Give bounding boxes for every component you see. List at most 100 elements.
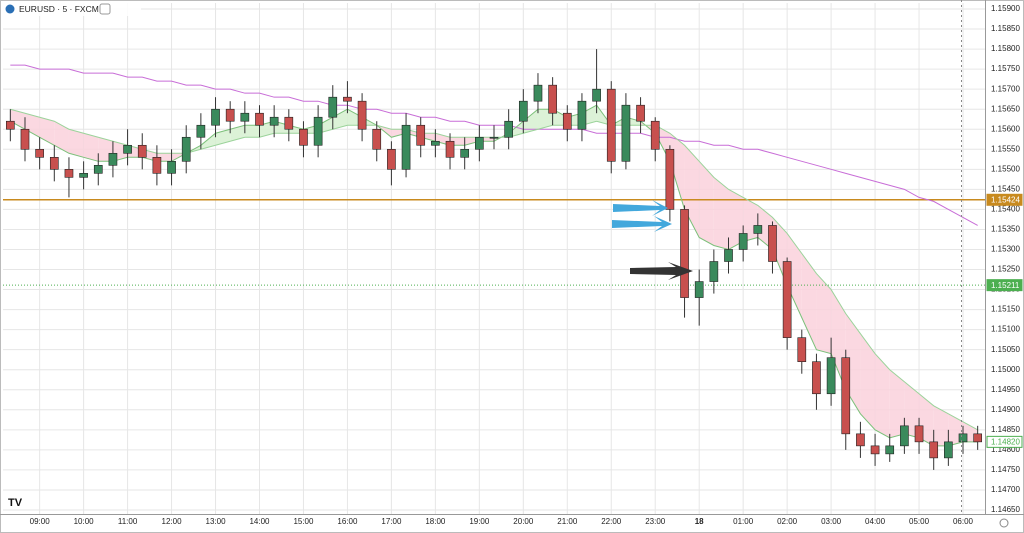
band-fill bbox=[904, 381, 920, 438]
candle-body bbox=[35, 148, 44, 158]
arrow bbox=[613, 200, 668, 216]
candle-body bbox=[460, 148, 470, 158]
band-fill bbox=[875, 353, 890, 438]
y-tick-label: 1.15650 bbox=[991, 104, 1020, 113]
header-button[interactable] bbox=[99, 3, 111, 15]
x-tick-label: 11:00 bbox=[118, 517, 138, 526]
candle-body bbox=[621, 104, 631, 162]
y-tick-label: 1.15050 bbox=[991, 345, 1020, 354]
band-fill bbox=[787, 233, 802, 318]
candle-body bbox=[5, 120, 15, 130]
candle-body bbox=[431, 140, 440, 146]
y-tick-label: 1.14700 bbox=[991, 485, 1020, 494]
y-tick-label: 1.14900 bbox=[991, 405, 1020, 414]
candle-body bbox=[885, 445, 895, 455]
candle-body bbox=[489, 136, 499, 139]
candle-body bbox=[64, 169, 74, 178]
x-tick-label: 22:00 bbox=[601, 517, 622, 526]
candle-body bbox=[665, 148, 675, 210]
candle-body bbox=[518, 100, 528, 122]
band-fill bbox=[24, 113, 40, 138]
candle-body bbox=[137, 144, 147, 158]
x-tick-label: 23:00 bbox=[645, 517, 666, 526]
candle-body bbox=[680, 209, 689, 298]
candle-body bbox=[826, 357, 836, 395]
candle-body bbox=[738, 233, 748, 250]
candle-body bbox=[79, 173, 88, 178]
y-tick-label: 1.15150 bbox=[991, 305, 1020, 314]
y-tick-label: 1.15550 bbox=[991, 144, 1020, 153]
x-tick-label: 20:00 bbox=[513, 517, 534, 526]
candle-body bbox=[577, 100, 587, 130]
x-tick-label: 19:00 bbox=[469, 517, 490, 526]
candle-body bbox=[225, 108, 235, 122]
y-tick-label: 1.15100 bbox=[991, 325, 1020, 334]
band-fill bbox=[523, 109, 538, 134]
candle-body bbox=[548, 84, 557, 114]
x-tick-label: 03:00 bbox=[821, 517, 842, 526]
candle-body bbox=[416, 124, 426, 146]
candle-body bbox=[973, 433, 983, 443]
band-fill bbox=[537, 109, 553, 130]
x-tick-label: 18:00 bbox=[425, 517, 446, 526]
header-title: EURUSD · 5 · FXCM bbox=[19, 4, 99, 14]
candle-body bbox=[606, 88, 616, 162]
x-tick-label: 06:00 bbox=[953, 517, 974, 526]
y-tick-label: 1.15600 bbox=[991, 124, 1020, 133]
x-tick-label: 15:00 bbox=[293, 517, 314, 526]
band-fill bbox=[860, 333, 876, 430]
band-fill bbox=[83, 133, 99, 162]
candle-body bbox=[328, 96, 338, 118]
candle-body bbox=[255, 112, 264, 126]
candle-body bbox=[445, 140, 455, 158]
candle-body bbox=[387, 148, 396, 170]
band-fill bbox=[200, 133, 216, 150]
candle-body bbox=[108, 152, 118, 166]
price-tag-label: 1.15211 bbox=[991, 281, 1020, 290]
x-tick-label: 13:00 bbox=[206, 517, 227, 526]
y-tick-label: 1.15450 bbox=[991, 184, 1020, 193]
candle-body bbox=[856, 433, 865, 447]
candle-body bbox=[958, 433, 968, 443]
arrow bbox=[612, 216, 672, 232]
band-fill bbox=[68, 129, 84, 158]
settings-button[interactable] bbox=[999, 518, 1009, 528]
band-fill bbox=[816, 273, 832, 354]
candle-body bbox=[592, 88, 601, 102]
y-tick-label: 1.15500 bbox=[991, 164, 1020, 173]
candle-body bbox=[812, 361, 821, 395]
candle-body bbox=[343, 96, 352, 102]
price-tag bbox=[986, 193, 1023, 206]
band-fill bbox=[244, 125, 260, 138]
band-fill bbox=[713, 177, 729, 250]
arrow bbox=[630, 262, 693, 280]
band-fill bbox=[230, 125, 245, 142]
candle-body bbox=[562, 112, 572, 130]
logo: TV bbox=[8, 497, 23, 509]
candle-body bbox=[284, 116, 294, 130]
candle-body bbox=[944, 441, 953, 459]
x-tick-label: 09:00 bbox=[30, 517, 51, 526]
candle-body bbox=[211, 108, 220, 126]
candle-body bbox=[694, 281, 704, 298]
price-tag bbox=[986, 435, 1023, 448]
band-fill bbox=[39, 117, 55, 146]
candle-body bbox=[929, 441, 939, 459]
candle-body bbox=[181, 136, 191, 162]
header-bg bbox=[1, 1, 141, 16]
candle-body bbox=[123, 144, 132, 154]
band-fill bbox=[10, 109, 25, 130]
y-tick-label: 1.15350 bbox=[991, 225, 1020, 234]
candle-body bbox=[914, 425, 924, 443]
candle-body bbox=[167, 161, 176, 174]
candle-body bbox=[152, 157, 162, 174]
candle-body bbox=[782, 261, 792, 338]
y-tick-label: 1.14950 bbox=[991, 385, 1020, 394]
candle-body bbox=[709, 261, 719, 282]
y-tick-label: 1.15300 bbox=[991, 245, 1020, 254]
candle-body bbox=[313, 116, 323, 146]
band-fill bbox=[332, 109, 348, 130]
symbol-icon bbox=[5, 4, 15, 14]
x-tick-label: 16:00 bbox=[337, 517, 358, 526]
